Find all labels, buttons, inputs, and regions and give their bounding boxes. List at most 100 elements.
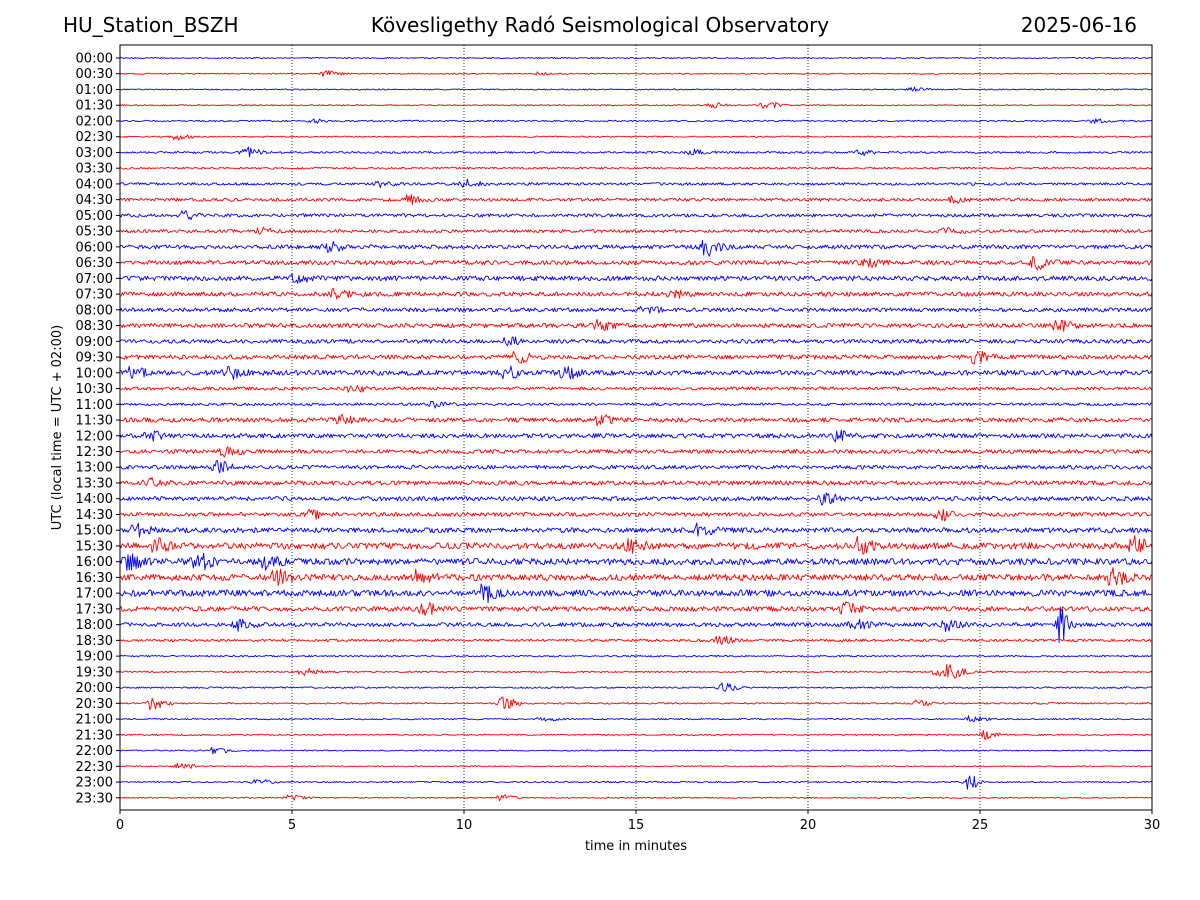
y-tick-label: 02:30 xyxy=(76,130,113,145)
y-tick-label: 08:30 xyxy=(76,319,113,334)
trace-1330 xyxy=(119,476,1153,487)
y-tick-label: 00:30 xyxy=(76,67,113,82)
trace-1400 xyxy=(119,492,1153,506)
y-tick-label: 15:00 xyxy=(76,524,113,539)
y-tick-label: 18:00 xyxy=(76,618,113,633)
trace-1230 xyxy=(119,446,1153,458)
trace-1000 xyxy=(119,365,1153,380)
y-tick-label: 04:30 xyxy=(76,193,113,208)
y-tick-label: 16:00 xyxy=(76,555,113,570)
x-tick-label: 5 xyxy=(288,818,296,833)
x-tick-label: 0 xyxy=(116,818,124,833)
y-tick-label: 01:00 xyxy=(76,83,113,98)
y-tick-label: 21:30 xyxy=(76,728,113,743)
y-tick-label: 23:00 xyxy=(76,776,113,791)
trace-1530 xyxy=(119,535,1153,555)
y-tick-label: 20:30 xyxy=(76,697,113,712)
y-tick-label: 05:00 xyxy=(76,209,113,224)
trace-0600 xyxy=(119,239,1153,257)
x-axis-ticks: 0 5 10 15 20 25 30 xyxy=(116,810,1160,833)
y-tick-label: 07:00 xyxy=(76,272,113,287)
y-tick-label: 13:00 xyxy=(76,461,113,476)
trace-2200 xyxy=(119,746,1153,755)
x-tick-label: 20 xyxy=(800,818,817,833)
trace-0430 xyxy=(119,193,1153,206)
trace-2130 xyxy=(119,730,1153,740)
y-tick-label: 21:00 xyxy=(76,713,113,728)
y-tick-label: 04:00 xyxy=(76,177,113,192)
trace-1430 xyxy=(119,508,1153,522)
trace-1930 xyxy=(119,664,1153,679)
y-tick-label: 17:00 xyxy=(76,587,113,602)
trace-0330 xyxy=(119,166,1153,170)
y-tick-label: 09:00 xyxy=(76,335,113,350)
x-tick-label: 30 xyxy=(1144,818,1161,833)
trace-0230 xyxy=(119,134,1153,141)
y-tick-label: 22:30 xyxy=(76,760,113,775)
y-tick-label: 11:00 xyxy=(76,398,113,413)
trace-2000 xyxy=(119,682,1153,692)
y-tick-label: 19:30 xyxy=(76,665,113,680)
trace-2330 xyxy=(119,794,1153,802)
trace-0900 xyxy=(119,336,1153,347)
x-axis-label: time in minutes xyxy=(585,839,687,854)
trace-0630 xyxy=(119,256,1153,271)
trace-2300 xyxy=(119,775,1153,790)
y-axis-label: UTC (local time = UTC + 02:00) xyxy=(50,325,65,530)
y-tick-label: 19:00 xyxy=(76,650,113,665)
trace-0530 xyxy=(119,226,1153,235)
trace-0000 xyxy=(120,56,1153,60)
y-tick-label: 10:30 xyxy=(76,382,113,397)
trace-1730 xyxy=(119,601,1153,616)
trace-2100 xyxy=(119,715,1153,722)
y-tick-label: 01:30 xyxy=(76,99,113,114)
y-axis-ticks: 00:0000:3001:0001:3002:0002:3003:0003:30… xyxy=(76,52,120,806)
trace-0200 xyxy=(119,118,1153,124)
trace-0800 xyxy=(119,306,1153,315)
plot-date: 2025-06-16 xyxy=(1020,13,1137,37)
trace-1300 xyxy=(119,460,1153,474)
y-tick-label: 20:00 xyxy=(76,681,113,696)
trace-1130 xyxy=(119,413,1153,427)
trace-1800 xyxy=(119,606,1153,643)
y-tick-label: 23:30 xyxy=(76,791,113,806)
x-tick-label: 25 xyxy=(972,818,989,833)
trace-1100 xyxy=(119,400,1153,409)
trace-0830 xyxy=(119,318,1153,333)
y-tick-label: 03:30 xyxy=(76,162,113,177)
trace-2030 xyxy=(119,696,1153,711)
vertical-grid-lines xyxy=(291,45,981,810)
trace-0100 xyxy=(119,86,1153,92)
trace-0300 xyxy=(119,146,1153,158)
seismic-traces xyxy=(119,56,1153,802)
y-tick-label: 18:30 xyxy=(76,634,113,649)
y-tick-label: 14:30 xyxy=(76,508,113,523)
y-tick-label: 05:30 xyxy=(76,225,113,240)
y-tick-label: 14:00 xyxy=(76,492,113,507)
trace-0030 xyxy=(119,70,1153,77)
observatory-title: Kövesligethy Radó Seismological Observat… xyxy=(370,13,830,37)
x-tick-label: 15 xyxy=(628,818,645,833)
y-tick-label: 06:00 xyxy=(76,240,113,255)
trace-1500 xyxy=(119,522,1153,538)
trace-0500 xyxy=(119,210,1153,221)
trace-1830 xyxy=(119,635,1153,645)
trace-1700 xyxy=(119,583,1153,604)
y-tick-label: 22:00 xyxy=(76,744,113,759)
trace-1030 xyxy=(119,385,1153,393)
trace-1900 xyxy=(119,654,1153,658)
trace-2230 xyxy=(119,762,1153,769)
y-tick-label: 13:30 xyxy=(76,476,113,491)
trace-0400 xyxy=(119,178,1153,189)
y-tick-label: 17:30 xyxy=(76,602,113,617)
y-tick-label: 02:00 xyxy=(76,114,113,129)
y-tick-label: 07:30 xyxy=(76,288,113,303)
trace-1630 xyxy=(119,567,1153,587)
station-title: HU_Station_BSZH xyxy=(63,13,239,37)
y-tick-label: 12:30 xyxy=(76,445,113,460)
y-tick-label: 15:30 xyxy=(76,539,113,554)
trace-1200 xyxy=(119,429,1153,443)
trace-0930 xyxy=(119,350,1153,365)
y-tick-label: 03:00 xyxy=(76,146,113,161)
